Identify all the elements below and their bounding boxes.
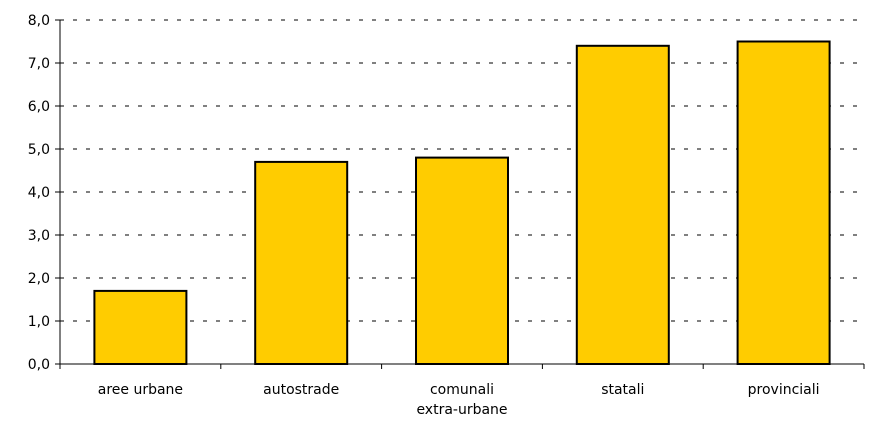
y-tick-label: 7,0 xyxy=(28,56,50,72)
x-category-label-line: statali xyxy=(601,382,644,398)
x-category-label: aree urbane xyxy=(98,382,183,398)
x-category-label-line: autostrade xyxy=(263,382,339,398)
x-category-label: provinciali xyxy=(748,382,820,398)
x-category-label-line: aree urbane xyxy=(98,382,183,398)
bar xyxy=(736,40,831,365)
y-tick-label: 2,0 xyxy=(28,271,50,287)
y-tick-label: 6,0 xyxy=(28,99,50,115)
x-axis-category-labels: aree urbane autostrade comunali extra-urban… xyxy=(98,382,820,418)
x-category-label: statali xyxy=(601,382,644,398)
y-tick-label: 0,0 xyxy=(28,357,50,373)
axes xyxy=(55,19,865,369)
bars xyxy=(93,40,831,366)
y-axis-tick-labels: 0,0 1,0 2,0 3,0 4,0 5,0 6,0 7,0 8,0 xyxy=(28,13,50,373)
y-tick-label: 4,0 xyxy=(28,185,50,201)
y-tick-label: 5,0 xyxy=(28,142,50,158)
x-category-label-line: provinciali xyxy=(748,382,820,398)
y-tick-label: 3,0 xyxy=(28,228,50,244)
x-category-label: comunali extra-urbane xyxy=(416,382,507,418)
bar xyxy=(575,44,670,366)
x-category-label-line: extra-urbane xyxy=(416,402,507,418)
x-category-label: autostrade xyxy=(263,382,339,398)
x-category-label-line: comunali xyxy=(430,382,494,398)
bar xyxy=(254,160,349,365)
bar xyxy=(415,156,509,365)
y-tick-label: 1,0 xyxy=(28,314,50,330)
bar xyxy=(93,289,188,365)
y-tick-label: 8,0 xyxy=(28,13,50,29)
gridlines xyxy=(60,19,864,322)
